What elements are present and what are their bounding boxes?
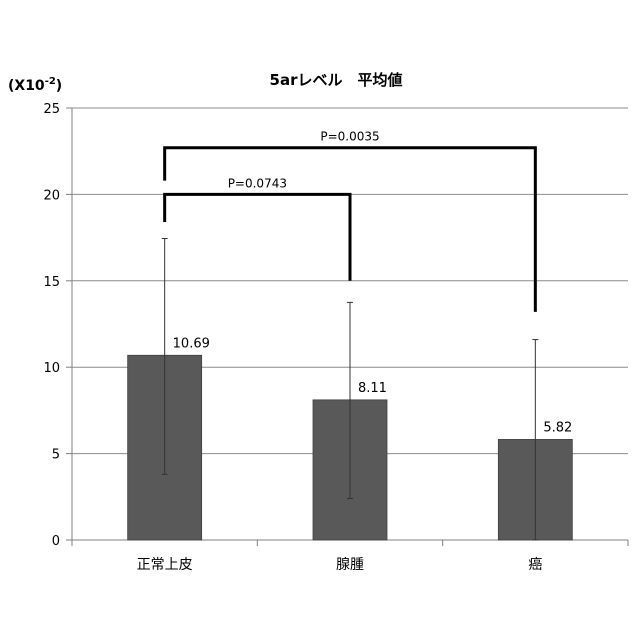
p-value-label: P=0.0035 xyxy=(320,130,379,144)
x-category-label: 正常上皮 xyxy=(137,557,193,573)
y-tick-label: 25 xyxy=(43,102,60,117)
y-tick-label: 10 xyxy=(43,361,60,376)
significance-brackets xyxy=(165,148,536,312)
y-tick-label: 15 xyxy=(43,275,60,290)
y-tick-label: 5 xyxy=(52,448,60,463)
data-label: 5.82 xyxy=(543,420,572,435)
data-label: 8.11 xyxy=(358,381,387,396)
x-category-label: 腺腫 xyxy=(336,557,364,573)
y-axis-unit-prefix: (X10 xyxy=(8,78,45,94)
y-axis-unit-suffix: ) xyxy=(56,78,62,94)
y-tick-label: 0 xyxy=(52,534,60,549)
y-axis-unit-label: (X10-2) xyxy=(8,76,62,94)
data-label: 10.69 xyxy=(173,336,210,351)
error-bars xyxy=(162,238,539,540)
y-axis-unit-superscript: -2 xyxy=(45,76,56,87)
p-value-label: P=0.0743 xyxy=(228,176,287,190)
significance-bracket xyxy=(165,194,350,280)
chart-title: 5arレベル 平均値 xyxy=(270,71,403,89)
x-category-label: 癌 xyxy=(528,557,542,573)
y-tick-label: 20 xyxy=(43,188,60,203)
